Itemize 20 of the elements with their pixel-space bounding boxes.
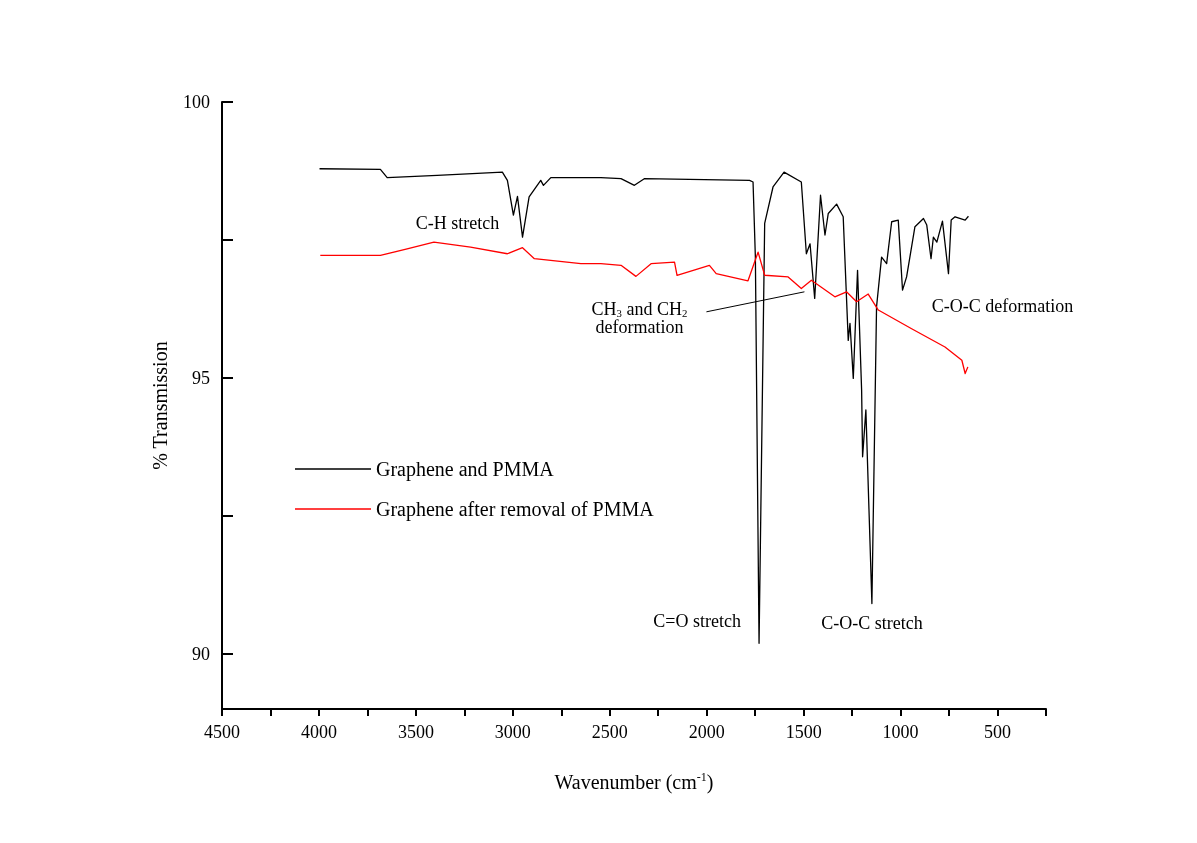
y-tick-label: 95 <box>192 367 210 388</box>
x-tick-label: 3500 <box>397 722 434 742</box>
x-tick-label: 1000 <box>882 722 919 742</box>
y-tick-label: 100 <box>183 92 210 112</box>
legend-label: Graphene after removal of PMMA <box>376 498 655 521</box>
x-tick-label: 2000 <box>688 722 725 742</box>
x-tick-label: 1500 <box>785 722 822 742</box>
legend-label: Graphene and PMMA <box>376 458 555 481</box>
annotation: CH3 and CH2 deformation <box>591 298 688 338</box>
y-tick-label: 90 <box>192 643 210 664</box>
x-tick-label: 4500 <box>204 722 240 742</box>
x-tick-label: 2500 <box>591 722 628 742</box>
x-tick-label: 3000 <box>494 722 531 742</box>
x-tick-label: 500 <box>984 722 1012 742</box>
y-axis-title: % Transmission <box>149 341 171 470</box>
annotation: C-H stretch <box>415 213 500 234</box>
annotation: C-O-C stretch <box>821 612 923 633</box>
annotation: C=O stretch <box>653 611 741 632</box>
annotation: C-O-C deformation <box>931 296 1074 317</box>
x-tick-label: 4000 <box>300 722 337 742</box>
